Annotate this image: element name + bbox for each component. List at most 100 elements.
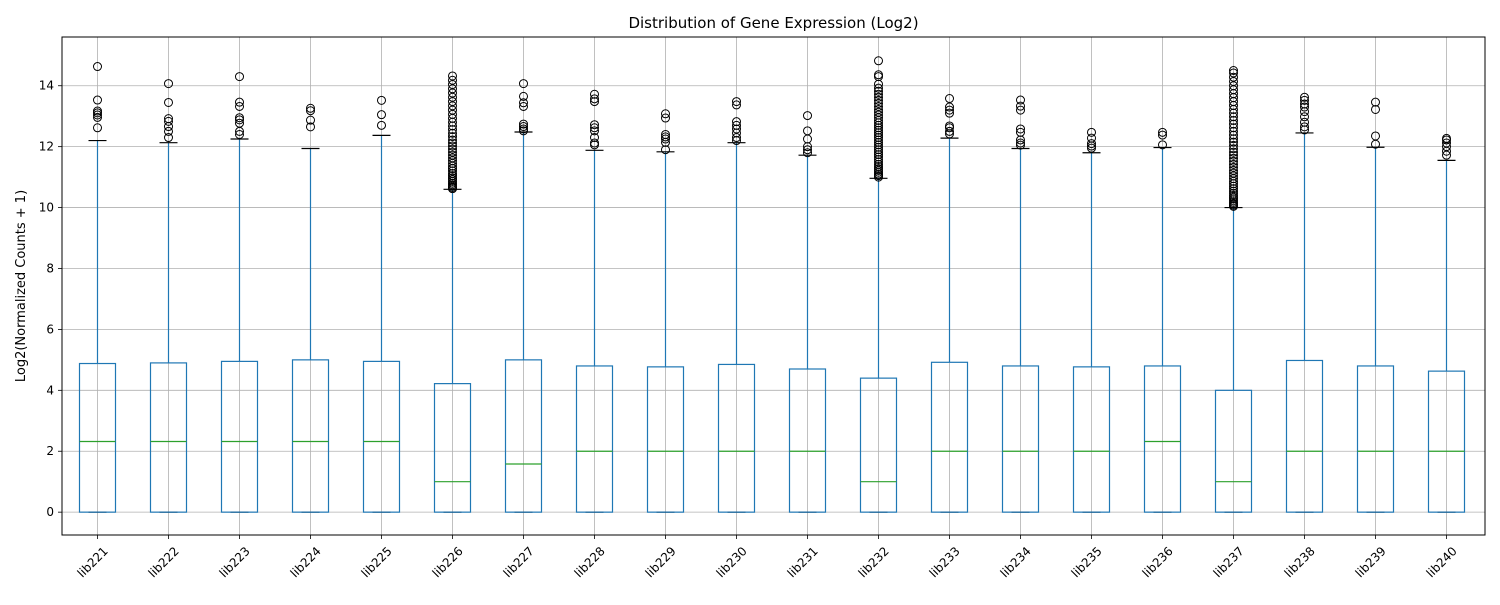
box-group <box>362 95 401 513</box>
outlier-point <box>448 153 457 163</box>
y-tick-label: 0 <box>46 505 54 519</box>
outlier-point <box>448 109 457 119</box>
outlier-point <box>732 100 741 110</box>
outlier-point <box>448 105 457 115</box>
outlier-point <box>874 150 883 160</box>
box-iqr <box>1427 370 1466 513</box>
y-tick-label: 2 <box>46 444 54 458</box>
box-group <box>1356 97 1395 513</box>
outlier-point <box>1300 117 1309 127</box>
outlier-point <box>874 164 883 174</box>
box-iqr <box>78 362 117 513</box>
box-iqr <box>788 368 827 513</box>
outlier-point <box>377 110 386 120</box>
outlier-point <box>164 116 173 126</box>
outlier-point <box>590 126 599 136</box>
outlier-point <box>803 126 812 136</box>
outlier-point <box>1016 101 1025 111</box>
x-tick-label: lib228 <box>572 544 608 580</box>
outlier-point <box>448 147 457 157</box>
outlier-point <box>235 129 244 139</box>
x-tick-label: lib232 <box>856 544 892 580</box>
outlier-point <box>1087 127 1096 137</box>
outlier-point <box>448 75 457 85</box>
outlier-point <box>874 92 883 102</box>
outlier-point <box>732 124 741 134</box>
x-tick-label: lib230 <box>714 544 750 580</box>
outlier-point <box>519 91 528 101</box>
outlier-point <box>874 154 883 164</box>
box-group <box>1427 133 1466 513</box>
outlier-point <box>1229 119 1238 129</box>
outlier-point <box>945 105 954 115</box>
outlier-point <box>874 104 883 114</box>
y-tick-label: 8 <box>46 261 54 275</box>
box-iqr <box>717 363 756 513</box>
outlier-point <box>803 111 812 121</box>
outlier-point <box>1016 124 1025 134</box>
outlier-point <box>1229 171 1238 181</box>
outlier-point <box>448 150 457 160</box>
outlier-point <box>1229 76 1238 86</box>
outlier-point <box>93 106 102 116</box>
outlier-point <box>235 97 244 107</box>
box-group <box>859 56 898 513</box>
box-group <box>575 89 614 513</box>
box-iqr <box>1285 359 1324 513</box>
outlier-point <box>448 173 457 183</box>
box-iqr <box>930 361 969 513</box>
outlier-point <box>448 71 457 81</box>
outlier-point <box>1229 134 1238 144</box>
outlier-point <box>874 133 883 143</box>
outlier-point <box>1371 97 1380 107</box>
outlier-point <box>661 132 670 142</box>
outlier-point <box>874 125 883 135</box>
outlier-point <box>874 157 883 167</box>
outlier-point <box>448 135 457 145</box>
outlier-point <box>448 125 457 135</box>
box-iqr <box>291 359 330 513</box>
outlier-point <box>306 115 315 125</box>
outlier-point <box>519 119 528 129</box>
outlier-point <box>377 120 386 130</box>
outlier-point <box>1229 130 1238 140</box>
outlier-point <box>448 128 457 138</box>
x-tick-label: lib222 <box>146 544 182 580</box>
outlier-point <box>1087 143 1096 153</box>
box-group <box>1143 127 1182 513</box>
outlier-point <box>590 138 599 148</box>
outlier-point <box>448 138 457 148</box>
plot-area-frame <box>61 36 1486 536</box>
outlier-point <box>874 107 883 117</box>
outlier-point <box>235 118 244 128</box>
outlier-point <box>93 95 102 105</box>
outlier-point <box>448 97 457 107</box>
x-tick-label: lib226 <box>430 544 466 580</box>
box-group <box>1214 66 1253 513</box>
x-tick-label: lib225 <box>359 544 395 580</box>
outlier-point <box>590 97 599 107</box>
box-iqr <box>1214 389 1253 513</box>
outlier-point <box>945 121 954 131</box>
box-group <box>149 79 188 513</box>
outlier-point <box>874 123 883 133</box>
outlier-point <box>874 95 883 105</box>
outlier-point <box>235 72 244 82</box>
outlier-point <box>590 123 599 133</box>
outlier-point <box>874 89 883 99</box>
box-iqr <box>504 359 543 513</box>
outlier-point <box>1087 133 1096 143</box>
outlier-point <box>235 101 244 111</box>
outlier-point <box>235 113 244 123</box>
x-tick-label: lib221 <box>75 544 111 580</box>
outlier-point <box>874 145 883 155</box>
outlier-point <box>732 120 741 130</box>
outlier-point <box>448 101 457 111</box>
outlier-point <box>519 124 528 134</box>
box-iqr <box>1356 365 1395 513</box>
box-group <box>504 79 543 513</box>
outlier-point <box>1229 140 1238 150</box>
box-iqr <box>362 360 401 513</box>
outlier-point <box>732 133 741 143</box>
outlier-point <box>874 86 883 96</box>
